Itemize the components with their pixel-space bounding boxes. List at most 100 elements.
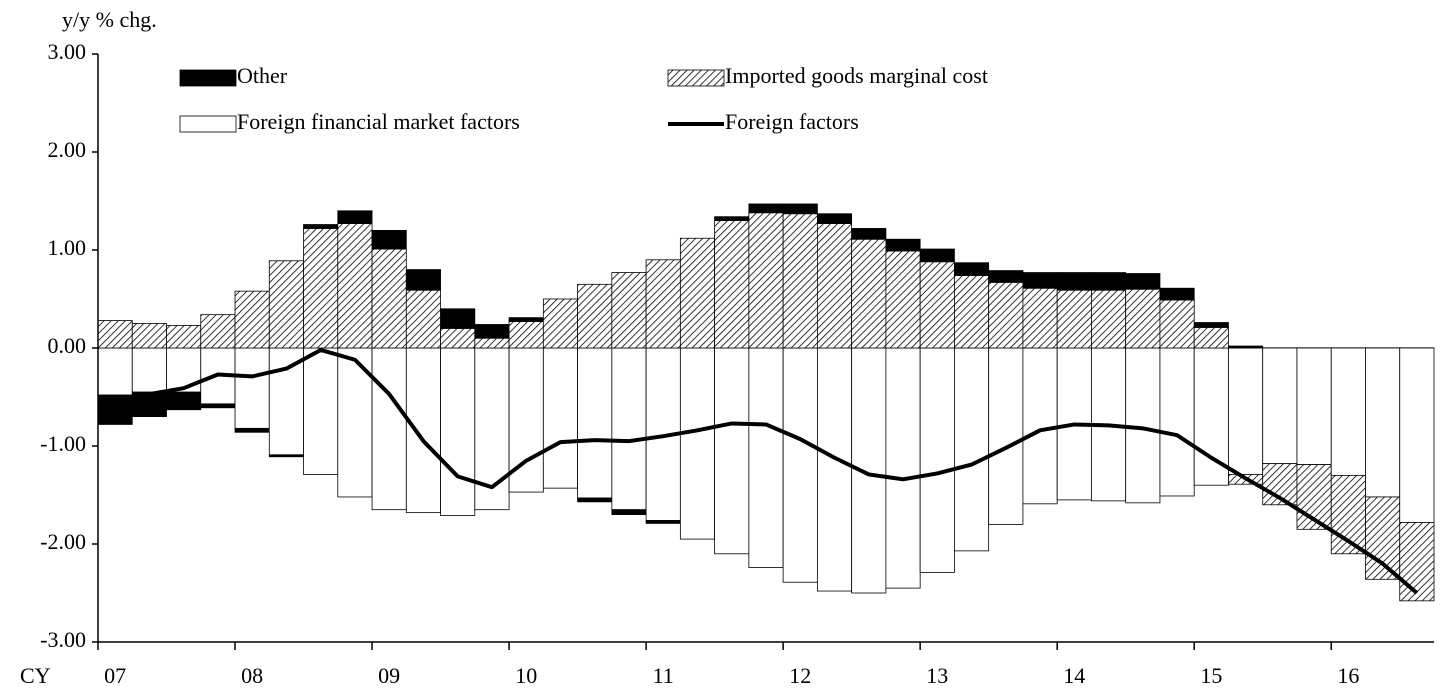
bar-segment [1022, 272, 1058, 289]
bar-segment [234, 347, 270, 429]
bar-segment [679, 237, 716, 349]
y-tick-label: 1.00 [48, 235, 87, 260]
bar-segment [268, 260, 304, 349]
bar-segment [1399, 522, 1435, 602]
bar-segment [885, 347, 921, 589]
bar-segment [474, 337, 510, 349]
legend-label: Foreign financial market factors [237, 109, 520, 134]
bar-segment [748, 212, 784, 349]
bar-segment [1159, 299, 1195, 349]
x-tick-label: 09 [378, 663, 400, 688]
bar-segment [405, 347, 441, 514]
bar-segment [440, 308, 476, 329]
bar-segment [954, 262, 990, 276]
bar-segment [919, 347, 955, 573]
x-tick-label: 12 [789, 663, 811, 688]
bar-segment [645, 259, 681, 349]
bar-segment [816, 213, 853, 224]
bar-segment [371, 347, 407, 511]
bar-segment [1399, 347, 1435, 523]
bar-segment [714, 216, 750, 221]
bar-segment [1125, 273, 1161, 290]
x-tick-label: 14 [1063, 663, 1085, 688]
bar-segment [234, 290, 270, 349]
y-tick-label: -3.00 [40, 627, 86, 652]
bar-segment [371, 248, 407, 349]
bar-segment [748, 203, 784, 214]
bar-segment [1091, 272, 1127, 291]
bar-segment [1365, 496, 1401, 580]
bar-segment [303, 224, 339, 229]
y-tick-label: -2.00 [40, 529, 86, 554]
bar-segment [1365, 347, 1401, 498]
x-tick-label: 15 [1200, 663, 1222, 688]
x-tick-label: 08 [241, 663, 263, 688]
bar-segment [303, 228, 339, 349]
bar-segment [988, 347, 1024, 525]
bar-segment [1262, 347, 1298, 465]
bar-segment [1193, 322, 1229, 328]
bar-segment [542, 298, 578, 349]
bar-segment [166, 325, 202, 349]
legend-label: Foreign factors [725, 109, 859, 134]
bar-segment [1022, 347, 1058, 505]
bar-segment [851, 238, 887, 349]
bar-segment [131, 347, 167, 393]
bar-segment [919, 248, 955, 263]
bar-segment [1056, 272, 1092, 291]
bar-segment [1228, 347, 1264, 475]
x-tick-label: 07 [104, 663, 126, 688]
bar-segment [714, 220, 750, 349]
y-tick-label: 2.00 [48, 137, 87, 162]
bar-segment [508, 317, 544, 322]
bar-segment [1330, 347, 1366, 476]
bar-segment [97, 320, 133, 349]
bar-segment [474, 324, 510, 339]
bar-segment [611, 509, 647, 516]
bar-segment [577, 347, 613, 499]
legend-label: Other [237, 63, 288, 88]
bar-segment [816, 223, 853, 349]
bar-segment [645, 520, 681, 524]
legend-swatch [179, 115, 237, 133]
x-tick-label: 13 [926, 663, 948, 688]
bar-segment [405, 289, 441, 349]
bar-segment [1228, 345, 1264, 349]
x-tick-label: 10 [515, 663, 537, 688]
bar-segment [919, 261, 955, 349]
bar-segment [714, 347, 750, 555]
y-tick-label: 0.00 [48, 333, 87, 358]
bar-segment [200, 403, 236, 409]
bar-segment [371, 229, 407, 250]
bar-segment [611, 347, 647, 511]
bar-segment [748, 347, 784, 568]
bar-segment [816, 347, 853, 592]
bar-segment [954, 275, 990, 349]
bar-segment [440, 347, 476, 516]
bar-segment [1091, 289, 1127, 349]
bar-segment [1193, 327, 1229, 349]
bar-segment [851, 228, 887, 240]
bar-segment [1125, 288, 1161, 349]
y-tick-label: -1.00 [40, 431, 86, 456]
legend-label: Imported goods marginal cost [725, 63, 988, 88]
bar-segment [405, 269, 441, 291]
bar-segment [1056, 289, 1092, 349]
bar-segment [1022, 287, 1058, 349]
bar-segment [611, 272, 647, 349]
legend-swatch [667, 69, 725, 87]
bar-segment [988, 281, 1024, 349]
bar-segment [303, 347, 339, 475]
bar-segment [782, 203, 818, 215]
bar-segment [1159, 347, 1195, 497]
bar-segment [508, 321, 544, 349]
bar-segment [885, 250, 921, 349]
bar-segment [679, 347, 716, 540]
y-tick-label: 3.00 [48, 39, 87, 64]
bar-segment [1296, 347, 1332, 466]
bar-segment [440, 327, 476, 349]
bar-segment [337, 210, 373, 224]
bar-segment [885, 238, 921, 252]
x-tick-label: 11 [653, 663, 674, 688]
